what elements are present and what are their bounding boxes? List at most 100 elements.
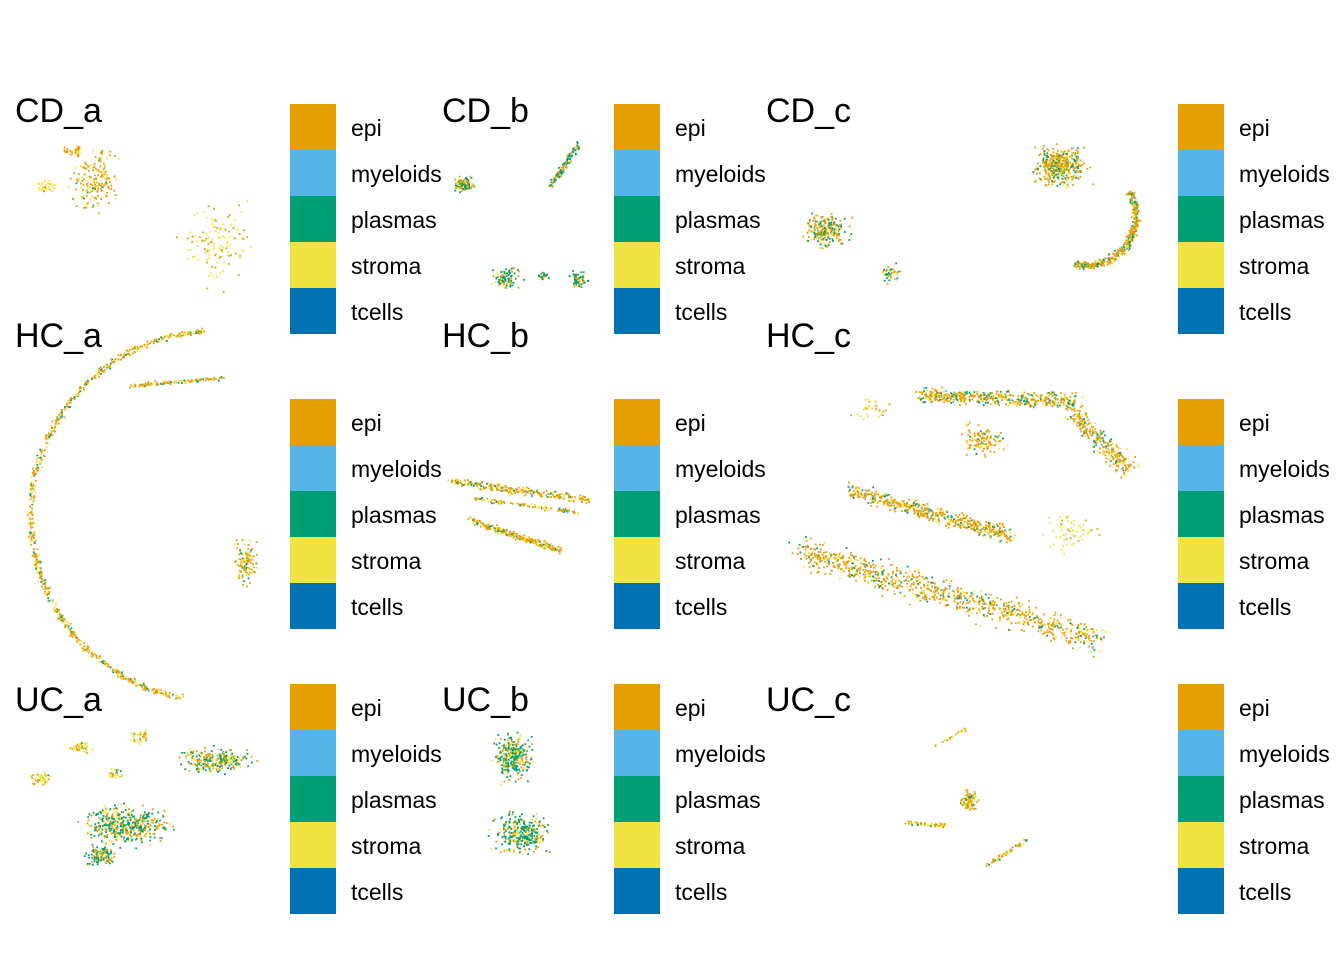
point-epi xyxy=(1009,539,1011,541)
point-epi xyxy=(1056,161,1059,164)
point-epi xyxy=(1113,259,1116,262)
point-epi xyxy=(51,427,53,429)
point-stroma xyxy=(890,502,893,504)
point-epi xyxy=(957,392,960,394)
point-stroma xyxy=(1013,537,1016,540)
point-plasmas xyxy=(479,498,481,500)
point-plasmas xyxy=(956,597,959,600)
point-epi xyxy=(587,499,589,502)
point-plasmas xyxy=(828,224,831,227)
point-epi xyxy=(873,494,876,497)
point-stroma xyxy=(182,696,184,698)
point-epi xyxy=(138,385,141,388)
point-plasmas xyxy=(1056,624,1059,627)
point-stroma xyxy=(522,487,525,490)
point-plasmas xyxy=(984,402,987,404)
point-epi xyxy=(1114,455,1117,458)
point-epi xyxy=(59,412,62,414)
point-stroma xyxy=(98,373,101,375)
point-epi xyxy=(1084,262,1087,265)
point-stroma xyxy=(81,176,84,179)
point-epi xyxy=(1071,178,1074,181)
point-plasmas xyxy=(1083,418,1085,420)
point-epi xyxy=(1076,415,1079,418)
point-stroma xyxy=(245,551,248,553)
point-epi xyxy=(1088,264,1091,266)
point-epi xyxy=(526,491,529,493)
point-plasmas xyxy=(567,155,570,158)
point-plasmas xyxy=(474,482,477,485)
point-plasmas xyxy=(189,331,192,334)
point-epi xyxy=(945,399,948,401)
point-epi xyxy=(1120,476,1123,479)
point-epi xyxy=(69,622,72,625)
point-epi xyxy=(34,555,37,557)
point-epi xyxy=(1007,538,1009,541)
point-epi xyxy=(543,540,546,542)
point-stroma xyxy=(1060,168,1062,171)
point-stroma xyxy=(168,333,170,336)
point-epi xyxy=(1122,249,1125,252)
point-stroma xyxy=(1126,448,1129,450)
point-plasmas xyxy=(504,278,506,281)
point-epi xyxy=(167,694,170,697)
point-epi xyxy=(144,687,146,690)
point-epi xyxy=(892,268,895,271)
point-epi xyxy=(206,287,209,290)
point-epi xyxy=(76,637,78,640)
point-epi xyxy=(1040,622,1043,624)
point-epi xyxy=(1007,389,1010,392)
point-stroma xyxy=(939,509,941,511)
point-plasmas xyxy=(498,278,500,281)
point-epi xyxy=(976,525,979,527)
point-epi xyxy=(485,528,488,531)
point-epi xyxy=(79,643,82,646)
point-stroma xyxy=(503,532,506,535)
point-plasmas xyxy=(861,489,864,492)
point-myeloids xyxy=(948,587,951,590)
point-stroma xyxy=(1085,264,1088,267)
point-epi xyxy=(901,500,904,503)
point-stroma xyxy=(510,281,513,284)
point-plasmas xyxy=(850,233,853,236)
point-stroma xyxy=(577,511,579,514)
point-epi xyxy=(959,523,962,526)
point-plasmas xyxy=(872,498,874,500)
point-epi xyxy=(957,516,959,518)
point-plasmas xyxy=(926,600,929,603)
point-epi xyxy=(72,631,75,634)
point-plasmas xyxy=(811,212,813,215)
point-epi xyxy=(224,228,227,231)
point-epi xyxy=(100,151,102,154)
point-epi xyxy=(550,496,552,498)
point-epi xyxy=(1051,395,1054,397)
point-plasmas xyxy=(817,240,819,242)
point-stroma xyxy=(77,641,79,644)
point-epi xyxy=(558,497,561,500)
point-plasmas xyxy=(505,534,508,536)
point-stroma xyxy=(457,184,459,186)
point-epi xyxy=(522,490,525,492)
point-stroma xyxy=(906,586,909,588)
point-plasmas xyxy=(824,227,826,229)
point-epi xyxy=(802,235,805,238)
point-stroma xyxy=(97,186,100,188)
point-epi xyxy=(912,507,915,510)
point-epi xyxy=(30,543,33,546)
point-epi xyxy=(931,512,934,515)
point-epi xyxy=(959,601,962,604)
point-epi xyxy=(830,229,833,231)
point-epi xyxy=(454,479,457,482)
point-plasmas xyxy=(986,395,988,398)
point-stroma xyxy=(916,499,919,502)
point-epi xyxy=(121,672,124,675)
point-stroma xyxy=(116,673,119,676)
point-plasmas xyxy=(1073,169,1075,172)
point-plasmas xyxy=(105,181,107,184)
point-epi xyxy=(1051,155,1053,158)
point-epi xyxy=(947,592,950,595)
point-epi xyxy=(942,513,944,516)
point-epi xyxy=(1063,169,1065,172)
point-stroma xyxy=(537,505,540,508)
point-stroma xyxy=(229,236,231,238)
